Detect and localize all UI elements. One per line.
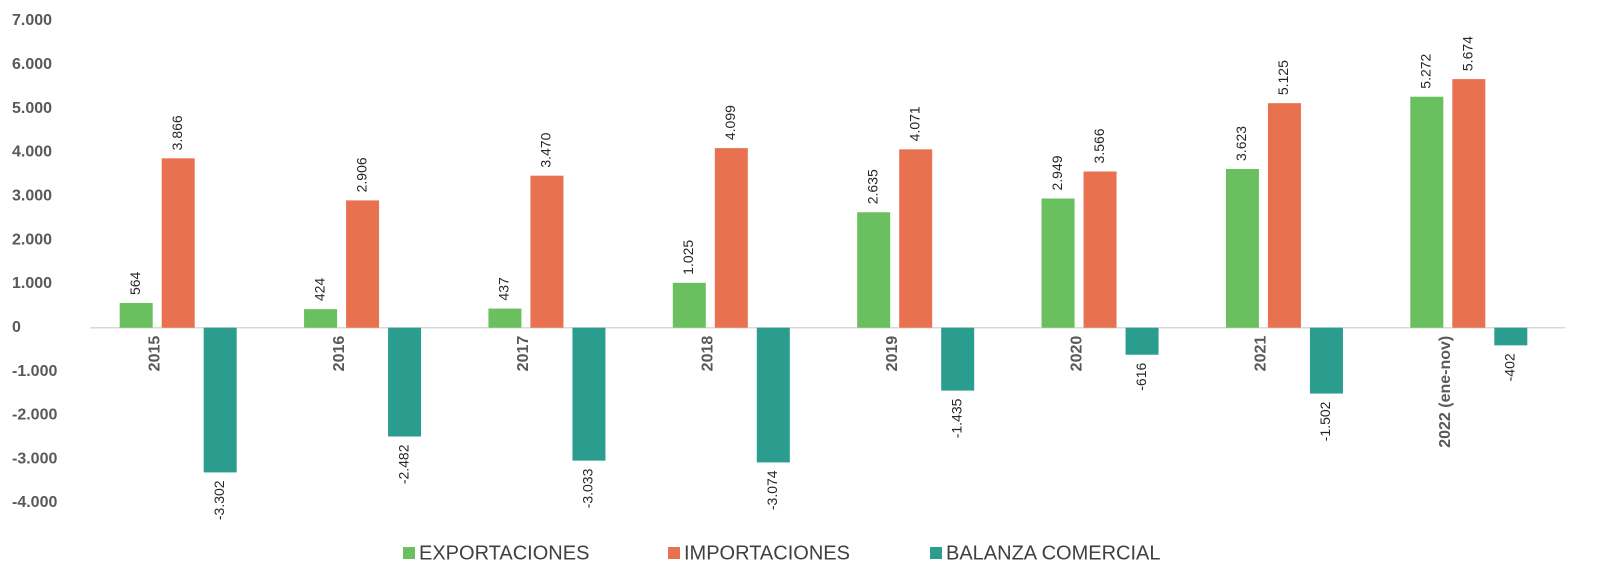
bar bbox=[1225, 168, 1259, 328]
data-label: -1.435 bbox=[948, 398, 964, 438]
bar bbox=[1309, 327, 1343, 394]
data-label: 3.566 bbox=[1091, 128, 1107, 163]
data-label: 564 bbox=[127, 271, 143, 295]
data-label: 1.025 bbox=[680, 240, 696, 275]
data-label: 4.099 bbox=[722, 105, 738, 140]
x-tick-label: 2022 (ene-nov) bbox=[1437, 336, 1454, 448]
y-tick-label: -2.000 bbox=[12, 407, 57, 424]
data-label: 3.866 bbox=[169, 115, 185, 150]
bar bbox=[346, 200, 380, 328]
bar bbox=[488, 308, 522, 328]
x-tick-label: 2015 bbox=[146, 336, 163, 372]
data-label: 437 bbox=[496, 277, 512, 301]
y-tick-label: 3.000 bbox=[12, 187, 52, 204]
data-label: 2.949 bbox=[1049, 155, 1065, 190]
data-label: 4.071 bbox=[906, 106, 922, 141]
data-label: -616 bbox=[1133, 363, 1149, 391]
data-label: 5.674 bbox=[1460, 36, 1476, 71]
y-tick-label: -1.000 bbox=[12, 363, 57, 380]
bar bbox=[1041, 198, 1075, 328]
bar bbox=[119, 303, 153, 328]
bar bbox=[941, 327, 975, 391]
bar bbox=[857, 212, 891, 328]
bar bbox=[1267, 103, 1301, 328]
bar bbox=[1083, 171, 1117, 328]
bar bbox=[304, 309, 338, 328]
x-tick-label: 2017 bbox=[515, 336, 532, 372]
x-tick-label: 2019 bbox=[884, 336, 901, 372]
x-tick-label: 2018 bbox=[700, 336, 717, 372]
data-label: 3.470 bbox=[538, 132, 554, 167]
bar bbox=[1494, 327, 1528, 346]
bar bbox=[756, 327, 790, 463]
data-label: -402 bbox=[1502, 353, 1518, 381]
data-label: 424 bbox=[311, 278, 327, 302]
x-tick-label: 2021 bbox=[1253, 336, 1270, 372]
data-label: -1.502 bbox=[1317, 401, 1333, 441]
data-label: -2.482 bbox=[395, 444, 411, 484]
data-label: 5.125 bbox=[1275, 60, 1291, 95]
data-label: 3.623 bbox=[1233, 126, 1249, 161]
data-label: 2.906 bbox=[353, 157, 369, 192]
bar bbox=[388, 327, 422, 437]
data-label: 5.272 bbox=[1418, 53, 1434, 88]
y-tick-label: 0 bbox=[12, 319, 21, 336]
y-tick-label: -4.000 bbox=[12, 494, 57, 511]
legend-swatch bbox=[403, 547, 415, 559]
data-label: -3.033 bbox=[580, 468, 596, 508]
y-tick-label: 5.000 bbox=[12, 100, 52, 117]
bar bbox=[572, 327, 606, 461]
y-tick-label: 1.000 bbox=[12, 275, 52, 292]
data-label: 2.635 bbox=[864, 169, 880, 204]
data-label: -3.302 bbox=[211, 480, 227, 520]
bar bbox=[672, 282, 706, 328]
legend-swatch bbox=[668, 547, 680, 559]
legend-label: BALANZA COMERCIAL bbox=[946, 542, 1161, 564]
data-label: -3.074 bbox=[764, 470, 780, 510]
y-tick-label: 4.000 bbox=[12, 144, 52, 161]
legend-label: EXPORTACIONES bbox=[419, 542, 589, 564]
y-tick-label: 7.000 bbox=[12, 12, 52, 29]
bar bbox=[1452, 79, 1486, 328]
legend-swatch bbox=[930, 547, 942, 559]
bar bbox=[1410, 96, 1444, 328]
x-tick-label: 2020 bbox=[1068, 336, 1085, 372]
bar bbox=[714, 148, 748, 328]
bar bbox=[1125, 327, 1159, 355]
x-tick-label: 2016 bbox=[331, 336, 348, 372]
y-tick-label: 6.000 bbox=[12, 56, 52, 73]
y-tick-label: -3.000 bbox=[12, 450, 57, 467]
y-tick-label: 2.000 bbox=[12, 231, 52, 248]
bar bbox=[899, 149, 933, 328]
legend-label: IMPORTACIONES bbox=[684, 542, 850, 564]
bar bbox=[203, 327, 237, 473]
bar bbox=[530, 175, 564, 328]
bar bbox=[161, 158, 195, 328]
